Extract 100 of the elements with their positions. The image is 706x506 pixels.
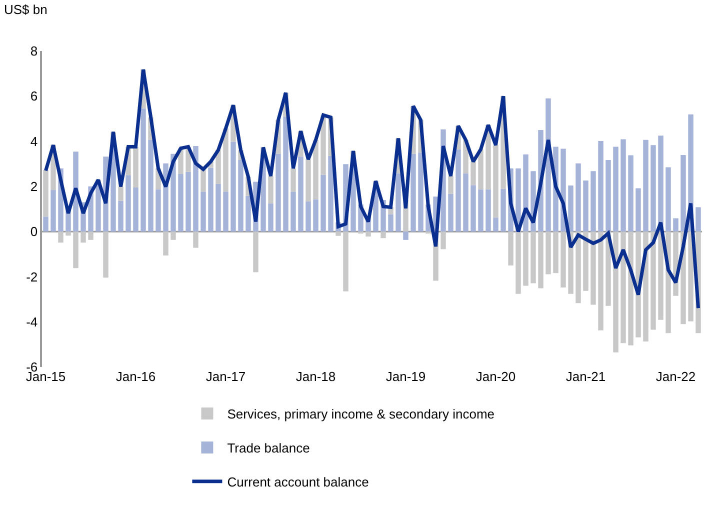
bar bbox=[546, 232, 551, 274]
bar bbox=[80, 232, 86, 243]
bar bbox=[388, 214, 394, 232]
y-tick-label: 2 bbox=[30, 178, 38, 194]
bar bbox=[583, 232, 588, 291]
bar bbox=[576, 232, 581, 304]
bar bbox=[650, 232, 656, 330]
bar bbox=[493, 218, 498, 232]
bar bbox=[230, 142, 236, 232]
bar bbox=[508, 232, 514, 266]
bar bbox=[320, 174, 326, 232]
bar bbox=[118, 200, 124, 232]
x-tick-label: Jan-22 bbox=[656, 369, 696, 384]
bar bbox=[650, 145, 656, 232]
bar bbox=[223, 192, 228, 232]
bar bbox=[170, 232, 176, 240]
bar bbox=[523, 232, 528, 286]
bar bbox=[493, 145, 498, 218]
bar bbox=[516, 232, 521, 294]
bar bbox=[43, 216, 48, 232]
bar bbox=[500, 188, 506, 232]
bar bbox=[463, 173, 468, 232]
y-tick-label: -2 bbox=[26, 269, 38, 284]
bar bbox=[523, 154, 528, 232]
bar bbox=[478, 189, 484, 232]
y-tick-label: 8 bbox=[30, 44, 38, 59]
bar bbox=[178, 174, 184, 232]
bar bbox=[553, 232, 558, 274]
bar bbox=[688, 232, 694, 322]
bar bbox=[366, 232, 371, 237]
x-tick-label: Jan-17 bbox=[206, 369, 246, 384]
bar bbox=[103, 232, 108, 278]
bar bbox=[478, 149, 484, 190]
y-axis-title: US$ bn bbox=[4, 2, 48, 17]
bar bbox=[283, 116, 288, 232]
bar bbox=[336, 232, 341, 236]
bar bbox=[313, 199, 318, 232]
legend-label: Current account balance bbox=[227, 474, 369, 490]
bar bbox=[306, 202, 311, 232]
x-tick-label: Jan-20 bbox=[476, 369, 516, 384]
bar bbox=[470, 185, 476, 232]
bar bbox=[58, 232, 64, 243]
bar bbox=[628, 232, 634, 346]
x-tick-label: Jan-19 bbox=[386, 369, 426, 384]
bar bbox=[43, 170, 48, 217]
bar bbox=[343, 232, 348, 292]
bar bbox=[216, 184, 221, 232]
bar bbox=[126, 175, 131, 232]
bar bbox=[200, 192, 206, 232]
bar bbox=[66, 232, 71, 236]
bar bbox=[620, 232, 626, 344]
bar bbox=[583, 180, 588, 232]
bar bbox=[530, 232, 536, 284]
bar bbox=[253, 232, 258, 272]
bar bbox=[598, 232, 604, 330]
bar bbox=[73, 232, 78, 268]
bar bbox=[456, 149, 461, 232]
bar bbox=[133, 188, 138, 232]
bar bbox=[290, 168, 296, 192]
bar bbox=[208, 168, 214, 232]
bar bbox=[470, 162, 476, 186]
bar bbox=[268, 176, 274, 204]
bar bbox=[576, 163, 581, 232]
bar bbox=[658, 136, 664, 232]
bar bbox=[268, 203, 274, 232]
bar bbox=[290, 192, 296, 232]
bar bbox=[306, 159, 311, 202]
bar bbox=[590, 171, 596, 232]
bar bbox=[590, 232, 596, 305]
bar bbox=[50, 190, 56, 232]
bar bbox=[620, 139, 626, 232]
bar bbox=[328, 156, 334, 232]
bar bbox=[448, 194, 454, 232]
bar bbox=[696, 207, 701, 232]
bar bbox=[238, 160, 244, 232]
bar bbox=[673, 218, 678, 232]
bar bbox=[276, 154, 281, 232]
bar bbox=[680, 155, 686, 232]
bar bbox=[418, 152, 424, 232]
bar bbox=[613, 232, 618, 352]
bar bbox=[156, 189, 161, 232]
legend-label: Trade balance bbox=[227, 440, 310, 456]
bar bbox=[148, 140, 154, 232]
y-tick-label: 6 bbox=[30, 88, 38, 104]
bar bbox=[216, 150, 221, 184]
y-tick-label: 4 bbox=[30, 134, 38, 149]
bar bbox=[560, 232, 566, 288]
bar bbox=[396, 173, 401, 232]
line-series bbox=[44, 68, 700, 310]
bar bbox=[643, 140, 648, 232]
bar bbox=[606, 160, 611, 232]
bar bbox=[186, 172, 191, 232]
bar bbox=[140, 108, 146, 232]
y-tick-label: 0 bbox=[30, 224, 38, 240]
bar bbox=[538, 232, 544, 288]
bar bbox=[658, 232, 664, 320]
bar bbox=[223, 128, 228, 192]
bar bbox=[403, 232, 408, 240]
bar bbox=[193, 232, 198, 248]
bar bbox=[313, 140, 318, 200]
